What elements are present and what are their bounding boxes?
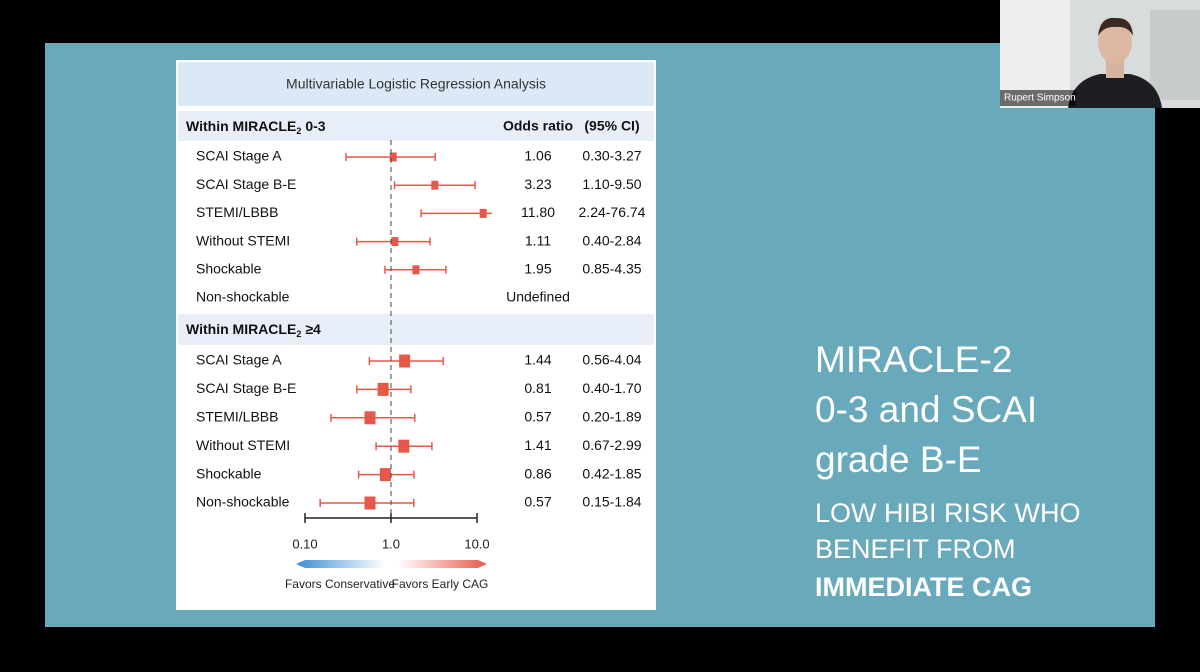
odds-ratio-box xyxy=(431,180,439,190)
odds-ratio: 0.57 xyxy=(524,494,551,510)
heading-text: Within MIRACLE xyxy=(186,321,296,337)
legend-label: Favors Conservative xyxy=(285,577,395,591)
confidence-interval: 0.40-1.70 xyxy=(582,380,641,396)
subhead: LOW HIBI RISK WHO xyxy=(815,498,1081,528)
row-label: Non-shockable xyxy=(196,494,290,510)
confidence-interval: 0.20-1.89 xyxy=(582,409,641,425)
heading-subscript: 2 xyxy=(296,329,301,339)
odds-ratio-box xyxy=(364,496,376,510)
odds-ratio: 1.06 xyxy=(524,148,551,164)
row-label: SCAI Stage A xyxy=(196,352,282,368)
odds-ratio: 3.23 xyxy=(524,176,551,192)
odds-ratio-box xyxy=(398,439,410,453)
confidence-interval: 0.42-1.85 xyxy=(582,465,641,481)
odds-ratio-box xyxy=(379,468,391,482)
odds-ratio: 1.95 xyxy=(524,261,551,277)
odds-ratio: 0.81 xyxy=(524,380,551,396)
heading-text: Within MIRACLE xyxy=(186,118,296,134)
heading-text: 0-3 xyxy=(305,118,325,134)
odds-ratio: 1.11 xyxy=(525,232,551,248)
participant-name: Rupert Simpson xyxy=(1004,93,1076,104)
confidence-interval: 0.67-2.99 xyxy=(582,437,641,453)
odds-ratio: 11.80 xyxy=(521,204,555,220)
row-label: Shockable xyxy=(196,261,262,277)
legend-arrow xyxy=(296,560,385,568)
row-label: STEMI/LBBB xyxy=(196,409,278,425)
title-band xyxy=(178,62,654,106)
heading-text: ≥4 xyxy=(305,321,321,337)
x-tick-label: 0.10 xyxy=(292,536,317,551)
row-label: STEMI/LBBB xyxy=(196,204,278,220)
odds-ratio-box xyxy=(412,265,420,275)
odds-ratio-box xyxy=(389,152,397,162)
group-band xyxy=(178,314,654,345)
column-header: (95% CI) xyxy=(584,118,639,134)
group-heading: Within MIRACLE2 0-3 xyxy=(186,118,326,137)
headline: grade B-E xyxy=(815,439,982,480)
row-label: Non-shockable xyxy=(196,289,290,305)
row-label: Shockable xyxy=(196,465,262,481)
confidence-interval: 0.15-1.84 xyxy=(582,494,641,510)
headline: MIRACLE-2 xyxy=(815,339,1012,380)
confidence-interval: 0.85-4.35 xyxy=(582,261,641,277)
headline: 0-3 and SCAI xyxy=(815,389,1037,430)
odds-ratio-box xyxy=(399,354,411,368)
row-label: Without STEMI xyxy=(196,437,290,453)
confidence-interval: 1.10-9.50 xyxy=(582,176,641,192)
figure-title: Multivariable Logistic Regression Analys… xyxy=(286,76,546,92)
confidence-interval: 0.30-3.27 xyxy=(582,148,641,164)
subhead: BENEFIT FROM xyxy=(815,534,1016,564)
group-heading: Within MIRACLE2 ≥4 xyxy=(186,321,321,340)
plot xyxy=(319,152,492,510)
emphasis: IMMEDIATE CAG xyxy=(815,572,1032,602)
legend-arrow xyxy=(398,560,487,568)
odds-ratio: 0.86 xyxy=(524,465,551,481)
odds-ratio-box xyxy=(479,208,487,218)
odds-ratio: 1.41 xyxy=(524,437,551,453)
odds-ratio: 0.57 xyxy=(524,409,551,425)
odds-ratio-box xyxy=(391,237,399,247)
x-tick-label: 10.0 xyxy=(464,536,489,551)
odds-ratio: Undefined xyxy=(506,289,570,305)
row-label: SCAI Stage A xyxy=(196,148,282,164)
confidence-interval: 2.24-76.74 xyxy=(579,204,646,220)
row-label: Without STEMI xyxy=(196,232,290,248)
odds-ratio: 1.44 xyxy=(524,352,551,368)
group-band xyxy=(178,111,654,141)
row-label: SCAI Stage B-E xyxy=(196,176,296,192)
row-label: SCAI Stage B-E xyxy=(196,380,296,396)
webcam-tile: Rupert Simpson xyxy=(1000,0,1200,108)
odds-ratio-box xyxy=(364,411,376,425)
column-header: Odds ratio xyxy=(503,118,573,134)
odds-ratio-box xyxy=(377,382,389,396)
heading-subscript: 2 xyxy=(296,126,301,136)
confidence-interval: 0.56-4.04 xyxy=(582,352,641,368)
legend-label: Favors Early CAG xyxy=(392,577,489,591)
x-tick-label: 1.0 xyxy=(382,536,400,551)
confidence-interval: 0.40-2.84 xyxy=(582,232,641,248)
